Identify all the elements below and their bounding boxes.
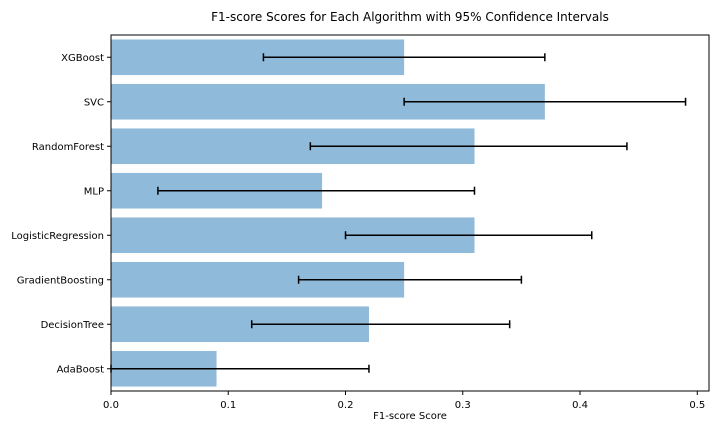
x-axis-label: F1-score Score [373, 411, 447, 422]
x-tick-label: 0.0 [103, 400, 119, 411]
y-tick-label: GradientBoosting [17, 275, 104, 286]
x-tick-label: 0.2 [338, 400, 354, 411]
y-tick-label: SVC [84, 97, 104, 108]
y-tick-label: DecisionTree [41, 320, 104, 331]
plot-frame [110, 34, 710, 392]
y-tick-label: MLP [84, 186, 104, 197]
x-tick-label: 0.4 [572, 400, 588, 411]
x-tick-label: 0.3 [455, 400, 471, 411]
x-tick-label: 0.5 [689, 400, 705, 411]
chart-title: F1-score Scores for Each Algorithm with … [211, 10, 609, 24]
x-tick-label: 0.1 [220, 400, 236, 411]
y-tick-label: AdaBoost [57, 364, 104, 375]
y-tick-label: RandomForest [32, 142, 104, 153]
y-tick-label: LogisticRegression [11, 231, 104, 242]
y-tick-label: XGBoost [61, 53, 104, 64]
